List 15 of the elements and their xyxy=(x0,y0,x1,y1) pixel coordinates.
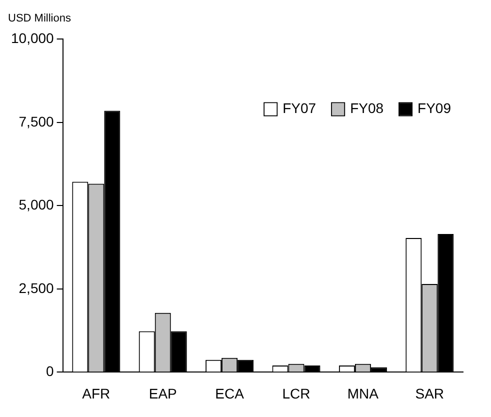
legend-label: FY07 xyxy=(282,100,316,116)
x-tick-label: MNA xyxy=(347,385,380,402)
x-tick-label: ECA xyxy=(215,385,245,402)
y-tick-label: 7,500 xyxy=(18,113,54,130)
x-tick-label: SAR xyxy=(415,385,444,402)
y-tick-label: 2,500 xyxy=(18,280,54,296)
x-tick-label: LCR xyxy=(282,385,310,402)
legend-label: FY09 xyxy=(418,100,452,116)
legend-label: FY08 xyxy=(350,100,384,116)
y-tick-label: 0 xyxy=(46,363,54,380)
y-tick-label: 10,000 xyxy=(10,30,54,46)
x-tick-label: EAP xyxy=(148,385,177,402)
y-axis-title: USD Millions xyxy=(8,12,72,25)
y-tick-label: 5,000 xyxy=(18,196,54,213)
x-tick-label: AFR xyxy=(82,385,110,402)
